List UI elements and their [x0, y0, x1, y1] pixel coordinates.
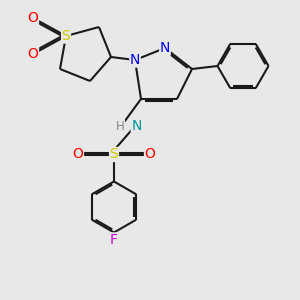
Text: O: O [28, 47, 38, 61]
Text: O: O [28, 11, 38, 25]
Text: F: F [110, 233, 118, 247]
Text: N: N [160, 41, 170, 55]
Text: S: S [110, 148, 118, 161]
Text: S: S [61, 29, 70, 43]
Text: N: N [131, 119, 142, 133]
Text: O: O [145, 148, 155, 161]
Text: H: H [116, 119, 124, 133]
Text: N: N [130, 53, 140, 67]
Text: O: O [73, 148, 83, 161]
